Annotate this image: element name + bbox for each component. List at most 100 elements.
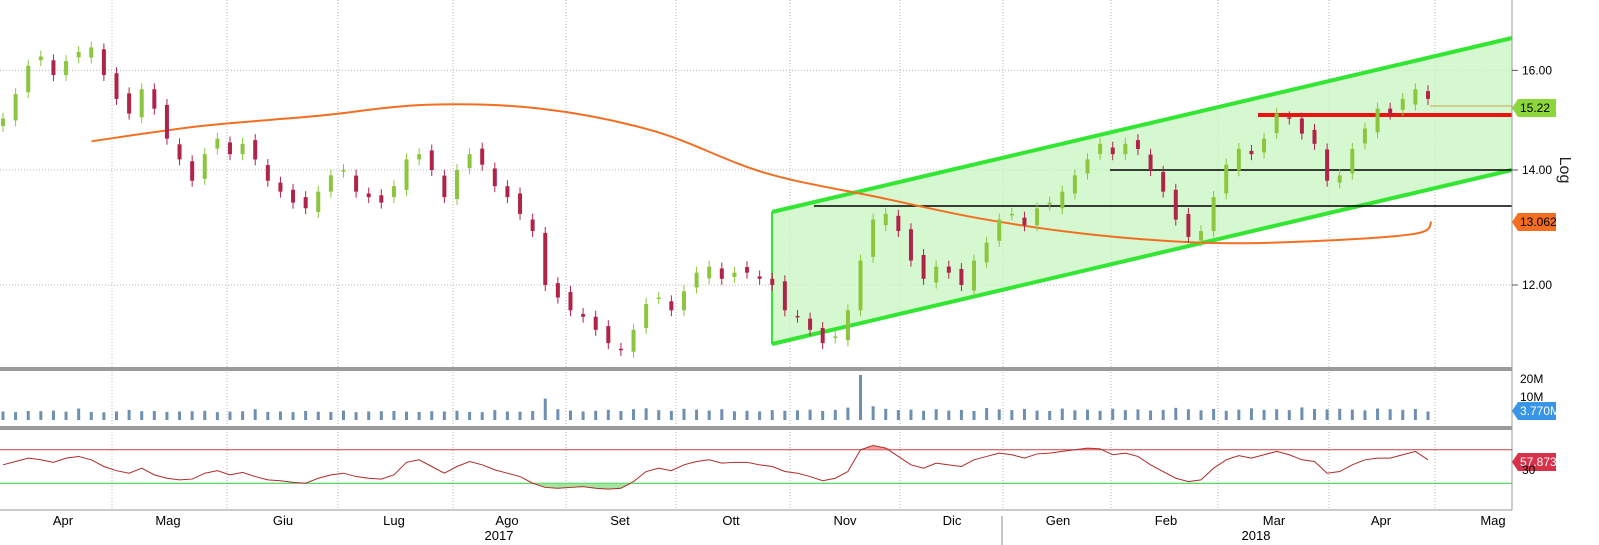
candle-body xyxy=(366,193,371,198)
candle-body xyxy=(770,278,775,285)
rsi-oversold-fill xyxy=(3,483,1428,490)
volume-bar xyxy=(51,410,55,420)
x-month-label: Giu xyxy=(273,513,293,528)
volume-bar xyxy=(1022,408,1026,420)
candle-body xyxy=(1199,231,1204,241)
candle-body xyxy=(341,170,346,172)
volume-bar xyxy=(959,409,963,420)
volume-bar xyxy=(1174,407,1178,420)
candle-body xyxy=(530,219,535,232)
volume-bar xyxy=(1149,410,1153,420)
last-price-flag-box xyxy=(1512,99,1556,117)
volume-bar xyxy=(1111,408,1115,420)
x-month-label: Gen xyxy=(1046,513,1071,528)
volume-bar xyxy=(127,409,131,420)
candle-body xyxy=(391,186,396,198)
candle-body xyxy=(1072,175,1077,194)
candle-body xyxy=(606,326,611,344)
volume-bar xyxy=(568,410,572,420)
volume-bar xyxy=(997,409,1001,420)
candle-body xyxy=(404,159,409,190)
candle-body xyxy=(669,301,674,311)
trend-channel xyxy=(771,36,1513,346)
candle-body xyxy=(190,161,195,181)
x-year-label: 2018 xyxy=(1242,528,1271,543)
volume-bar xyxy=(1338,408,1342,420)
candle-body xyxy=(454,170,459,199)
moving-average-flag: 13.062 xyxy=(1512,213,1557,231)
grid-lines xyxy=(0,0,1512,510)
candlestick-series xyxy=(1,41,1430,358)
rsi-overbought-fill xyxy=(3,445,1428,450)
candle-body xyxy=(152,89,157,109)
volume-bar xyxy=(783,410,787,420)
volume-bar xyxy=(89,411,93,420)
volume-bar xyxy=(493,410,497,420)
volume-bar xyxy=(770,410,774,420)
volume-bar xyxy=(1350,409,1354,420)
volume-bar xyxy=(581,411,585,420)
last-price-flag: 15.22 xyxy=(1512,99,1556,117)
channel-lower-line xyxy=(771,168,1513,346)
x-month-label: Ago xyxy=(495,513,518,528)
volume-bar xyxy=(253,409,257,420)
volume-bar xyxy=(14,412,18,420)
volume-bar xyxy=(114,411,118,420)
x-month-label: Mag xyxy=(155,513,180,528)
candle-body xyxy=(1274,113,1279,134)
y-tick-label: 12.00 xyxy=(1522,278,1552,292)
volume-flag-box xyxy=(1512,402,1556,420)
volume-bar xyxy=(543,398,547,420)
candle-body xyxy=(833,336,838,338)
volume-bar xyxy=(291,412,295,420)
volume-bar xyxy=(795,410,799,420)
volume-bar xyxy=(1035,410,1039,420)
rsi-tick-label: 30 xyxy=(1522,463,1536,477)
candle-body xyxy=(1148,154,1153,170)
volume-bar xyxy=(594,410,598,420)
volume-bar xyxy=(241,411,245,420)
candle-body xyxy=(13,94,18,121)
candle-body xyxy=(959,268,964,285)
candle-body xyxy=(707,266,712,279)
volume-bar xyxy=(934,409,938,420)
candle-body xyxy=(934,266,939,283)
candle-body xyxy=(303,197,308,209)
candle-body xyxy=(1098,143,1103,154)
candle-body xyxy=(1262,138,1267,153)
candle-body xyxy=(354,175,359,192)
rsi-panel xyxy=(0,445,1512,490)
volume-bar xyxy=(859,375,863,420)
panel-separator xyxy=(0,367,1512,371)
rsi-line xyxy=(2,445,1429,490)
candle-body xyxy=(38,56,43,61)
candle-body xyxy=(1135,140,1140,149)
candle-body xyxy=(442,175,447,198)
volume-bar xyxy=(430,411,434,420)
moving-average-flag-box xyxy=(1512,213,1556,231)
volume-bar xyxy=(833,409,837,420)
volume-bar xyxy=(1275,409,1279,420)
volume-bar xyxy=(985,408,989,420)
candle-body xyxy=(215,138,220,149)
candle-body xyxy=(820,327,825,344)
candle-body xyxy=(1009,213,1014,216)
candle-body xyxy=(227,142,232,155)
volume-bar xyxy=(758,411,762,420)
volume-bar xyxy=(39,411,43,420)
rsi-flag: 57.8735 xyxy=(1512,453,1564,471)
volume-bar xyxy=(215,412,219,420)
candle-body xyxy=(1426,91,1430,99)
candle-body xyxy=(808,318,813,330)
candle-body xyxy=(1047,202,1052,205)
panel-separator xyxy=(0,426,1512,430)
volume-bar xyxy=(26,411,30,420)
volume-bar xyxy=(1161,409,1165,420)
x-month-label: Apr xyxy=(1371,513,1392,528)
volume-bar xyxy=(644,408,648,420)
x-month-label: Mar xyxy=(1263,513,1286,528)
candle-body xyxy=(732,272,737,277)
volume-bar xyxy=(1262,409,1266,420)
volume-bar xyxy=(1287,410,1291,420)
volume-bar xyxy=(316,411,320,420)
